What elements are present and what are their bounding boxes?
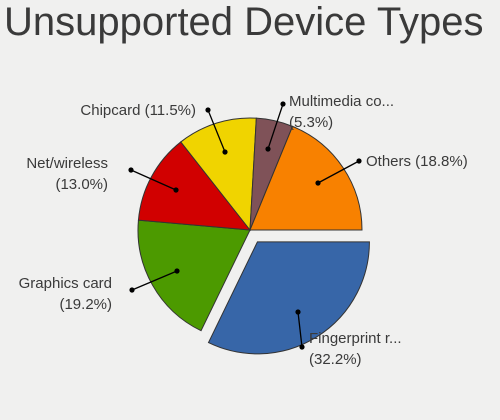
leader-line-net-wireless: [130, 169, 177, 191]
leader-line-multimedia-co: [267, 103, 284, 150]
leader-line-fingerprint-r: [297, 311, 303, 348]
slice-label-name-fingerprint-r: Fingerprint r...: [309, 330, 402, 347]
leader-dot-outer-chipcard: [205, 107, 211, 113]
leader-dot-outer-multimedia-co: [280, 101, 286, 107]
leader-dot-inner-graphics-card: [174, 268, 180, 274]
pie-slice-net-wireless: [137, 141, 252, 231]
slice-label-others: Others (18.8%): [366, 153, 468, 170]
leader-dot-outer-net-wireless: [128, 167, 134, 173]
slice-label-pct-graphics-card: (19.2%): [59, 296, 112, 313]
leader-line-graphics-card: [131, 270, 178, 291]
slice-label-chipcard: Chipcard (11.5%): [80, 102, 196, 119]
chart-title: Unsupported Device Types: [4, 0, 484, 44]
leader-dot-inner-chipcard: [222, 149, 228, 155]
leader-dot-inner-others: [315, 180, 321, 186]
leader-dot-outer-graphics-card: [129, 287, 135, 293]
pie-slice-chipcard: [180, 117, 257, 232]
leader-dot-inner-multimedia-co: [265, 146, 271, 152]
leader-dot-inner-net-wireless: [173, 187, 179, 193]
leader-line-others: [317, 160, 360, 184]
slice-label-name-multimedia-co: Multimedia co...: [289, 93, 394, 110]
pie-slice-others: [249, 125, 363, 231]
leader-line-chipcard: [207, 109, 226, 153]
slice-label-name-net-wireless: Net/wireless: [26, 155, 108, 172]
slice-label-name-graphics-card: Graphics card: [19, 275, 112, 292]
leader-dot-inner-fingerprint-r: [295, 309, 301, 315]
leader-dot-outer-fingerprint-r: [299, 344, 305, 350]
slice-label-pct-multimedia-co: (5.3%): [289, 114, 333, 131]
pie-slice-fingerprint-r: [207, 241, 370, 355]
slice-label-pct-net-wireless: (13.0%): [55, 176, 108, 193]
pie-slice-graphics-card: [137, 219, 251, 332]
slice-label-pct-fingerprint-r: (32.2%): [309, 351, 362, 368]
leader-dot-outer-others: [356, 158, 362, 164]
